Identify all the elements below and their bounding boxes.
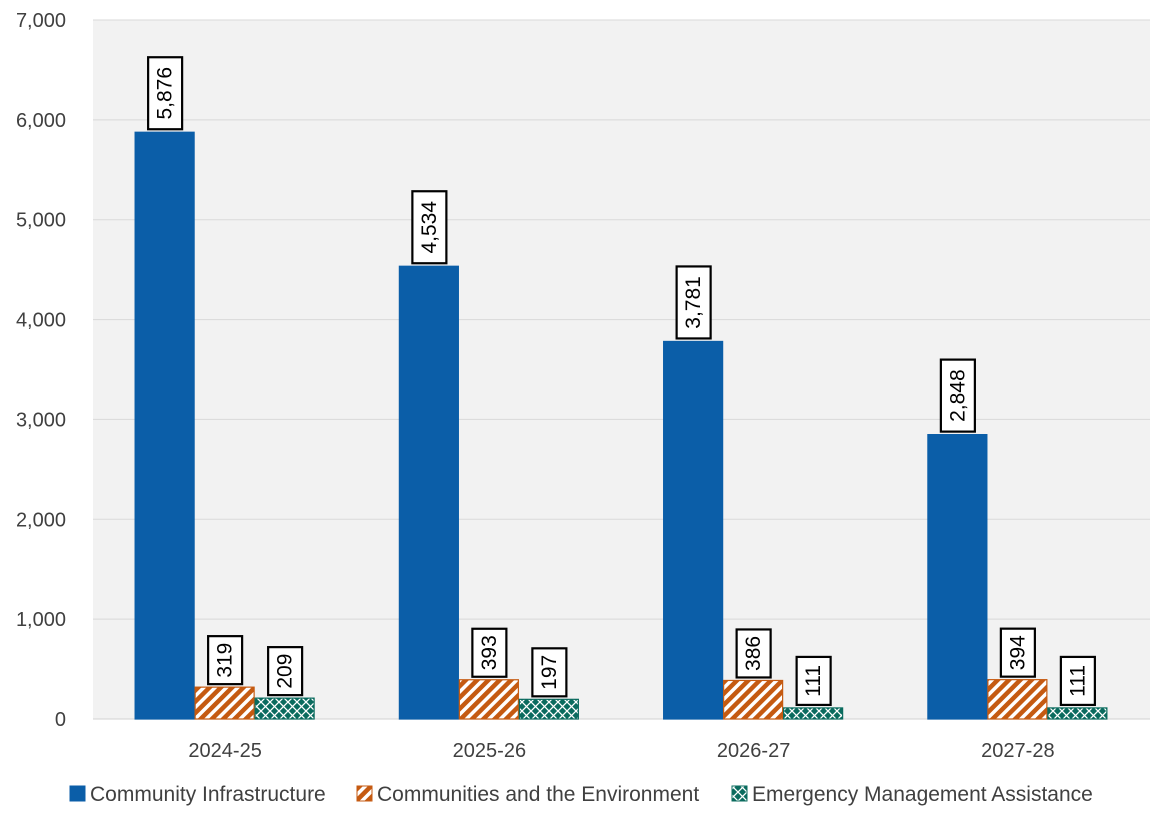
data-label-box bbox=[531, 647, 568, 698]
data-label-box bbox=[207, 635, 244, 686]
y-axis-tick-labels: 0 1,000 2,000 3,000 4,000 5,000 6,000 7,000 bbox=[16, 10, 66, 731]
data-label-box bbox=[735, 628, 772, 679]
y-tick-label: 1,000 bbox=[16, 609, 66, 631]
data-label-text: 3,781 bbox=[682, 276, 705, 329]
y-tick-label: 2,000 bbox=[16, 509, 66, 531]
y-tick-label: 4,000 bbox=[16, 310, 66, 332]
legend-label: Communities and the Environment bbox=[377, 783, 699, 806]
legend-swatch bbox=[69, 785, 86, 802]
data-label: 209 bbox=[267, 646, 304, 697]
data-label-box bbox=[411, 190, 448, 265]
data-label-text: 394 bbox=[1006, 635, 1029, 670]
data-labels: 5,876 319 209 4,534 393 197 3,781 386 111 2,848 39… bbox=[147, 56, 1096, 707]
data-label-text: 197 bbox=[538, 655, 561, 690]
data-label: 5,876 bbox=[147, 56, 184, 131]
data-label-box bbox=[147, 56, 184, 131]
legend-swatch bbox=[356, 785, 373, 802]
data-label: 4,534 bbox=[411, 190, 448, 265]
data-label: 111 bbox=[1059, 655, 1096, 707]
legend-item-emergency-management-assistance: Emergency Management Assistance bbox=[731, 783, 1093, 806]
x-category-label: 2027-28 bbox=[981, 740, 1054, 762]
bar-communities-and-the-environment-2027-28 bbox=[987, 679, 1048, 720]
bar-community-infrastructure-2024-25 bbox=[134, 131, 195, 720]
plot-area bbox=[93, 20, 1150, 719]
data-label: 394 bbox=[999, 627, 1036, 678]
y-tick-label: 3,000 bbox=[16, 409, 66, 431]
data-label-text: 111 bbox=[1066, 665, 1089, 697]
data-label: 386 bbox=[735, 628, 772, 679]
legend-item-communities-and-the-environment: Communities and the Environment bbox=[356, 783, 699, 806]
legend: Community Infrastructure Communities and … bbox=[69, 783, 1093, 806]
bars bbox=[134, 131, 1108, 720]
y-tick-label: 5,000 bbox=[16, 210, 66, 232]
y-tick-label: 6,000 bbox=[16, 110, 66, 132]
bar-emergency-management-assistance-2027-28 bbox=[1047, 707, 1108, 720]
legend-label: Emergency Management Assistance bbox=[752, 783, 1093, 806]
bar-emergency-management-assistance-2024-25 bbox=[254, 697, 315, 720]
x-category-label: 2025-26 bbox=[453, 740, 526, 762]
data-label-box bbox=[267, 646, 304, 697]
x-axis-category-labels: 2024-25 2025-26 2026-27 2027-28 bbox=[188, 740, 1054, 762]
data-label-text: 393 bbox=[478, 635, 501, 670]
bar-community-infrastructure-2027-28 bbox=[927, 434, 988, 720]
bar-emergency-management-assistance-2025-26 bbox=[518, 698, 579, 720]
data-label-text: 5,876 bbox=[154, 67, 177, 120]
data-label: 197 bbox=[531, 647, 568, 698]
legend-item-community-infrastructure: Community Infrastructure bbox=[69, 783, 326, 806]
data-label: 319 bbox=[207, 635, 244, 686]
data-label: 3,781 bbox=[675, 265, 712, 340]
bar-community-infrastructure-2025-26 bbox=[398, 265, 459, 720]
data-label-text: 209 bbox=[274, 654, 297, 689]
y-tick-label: 7,000 bbox=[16, 10, 66, 32]
data-label-box bbox=[1059, 655, 1096, 707]
y-tick-label: 0 bbox=[55, 709, 66, 731]
bar-communities-and-the-environment-2024-25 bbox=[194, 686, 255, 720]
data-label-text: 386 bbox=[742, 636, 765, 671]
x-category-label: 2024-25 bbox=[188, 740, 261, 762]
data-label-box bbox=[939, 358, 976, 433]
data-label: 393 bbox=[471, 627, 508, 678]
data-label: 2,848 bbox=[939, 358, 976, 433]
data-label-box bbox=[471, 627, 508, 678]
data-label-text: 319 bbox=[214, 643, 237, 678]
legend-swatch bbox=[731, 785, 748, 802]
bar-communities-and-the-environment-2025-26 bbox=[458, 679, 519, 720]
data-label-text: 111 bbox=[802, 665, 825, 697]
data-label-text: 2,848 bbox=[946, 369, 969, 422]
data-label-box bbox=[795, 655, 832, 707]
bar-community-infrastructure-2026-27 bbox=[663, 340, 724, 720]
data-label-text: 4,534 bbox=[418, 201, 441, 254]
data-label: 111 bbox=[795, 655, 832, 707]
bar-emergency-management-assistance-2026-27 bbox=[783, 707, 844, 720]
data-label-box bbox=[675, 265, 712, 340]
data-label-box bbox=[999, 627, 1036, 678]
x-category-label: 2026-27 bbox=[717, 740, 790, 762]
bar-communities-and-the-environment-2026-27 bbox=[723, 679, 784, 720]
legend-label: Community Infrastructure bbox=[90, 783, 326, 806]
